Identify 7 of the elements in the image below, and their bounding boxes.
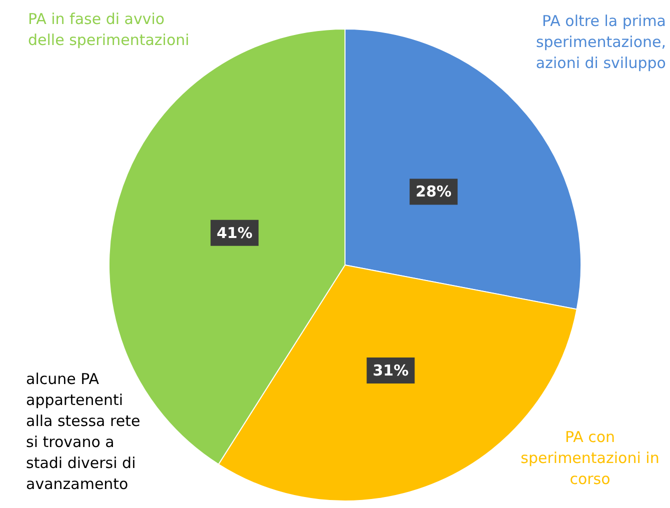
data-label: 28% [416,182,452,201]
slice-label: PA oltre la prima sperimentazione, azioni di sviluppo [536,12,666,72]
slice-label: PA con sperimentazioni in corso [520,428,660,488]
data-label: 31% [372,362,409,380]
data-label: 41% [216,224,253,242]
slice-label: PA in fase di avvio delle sperimentazioni [28,10,190,49]
text: alcune PA appartenenti alla stessa rete si trovano a stadi diversi di avanzamento [26,370,140,493]
